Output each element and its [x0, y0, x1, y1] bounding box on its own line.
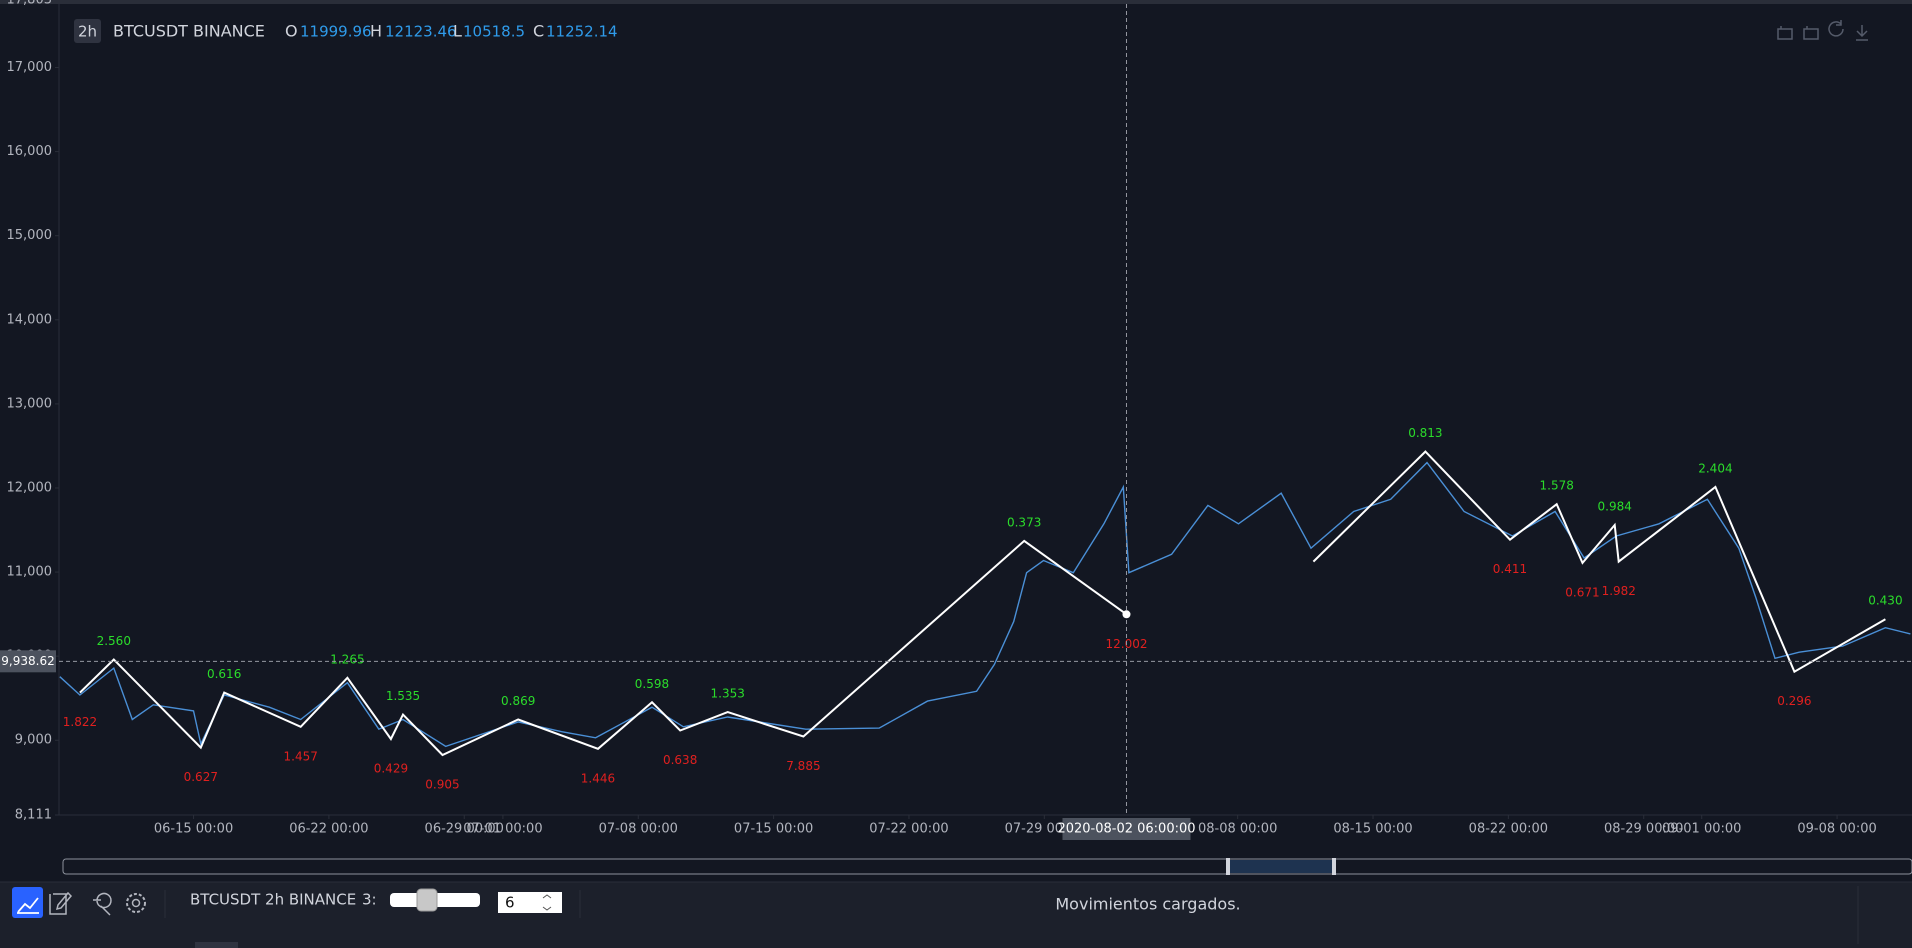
pivot-ratio: 0.616 — [207, 667, 241, 681]
x-tick-label: 08-08 00:00 — [1198, 822, 1277, 837]
ohlc-value: 11252.14 — [546, 23, 618, 41]
pivot-ratio: 1.446 — [581, 771, 615, 785]
toolbar — [0, 882, 1912, 948]
ohlc-key: O — [285, 22, 298, 41]
pivot-ratio: 1.457 — [284, 749, 318, 763]
depth-slider-thumb[interactable] — [416, 888, 438, 912]
x-tick-label: 06-15 00:00 — [154, 822, 233, 837]
x-tick-label: 07-22 00:00 — [869, 822, 948, 837]
x-tick-label: 07-15 00:00 — [734, 822, 813, 837]
scroll-handle-left[interactable] — [1226, 858, 1230, 875]
pivot-ratio: 0.373 — [1007, 515, 1041, 529]
interval-badge[interactable] — [74, 19, 101, 43]
ohlc-value: 11999.96 — [300, 23, 372, 41]
pivot-ratio: 1.982 — [1602, 584, 1636, 598]
pivot-ratio: 7.885 — [786, 759, 820, 773]
ohlc: O 11999.96H 12123.46L 10518.5 C 11252.14 — [285, 22, 618, 41]
pivot-ratio: 2.404 — [1698, 462, 1732, 476]
pivot-ratio: 0.429 — [374, 761, 408, 775]
pivot-ratio: 0.411 — [1493, 562, 1527, 576]
y-tick-label: 13,000 — [7, 396, 53, 411]
spin-arrows[interactable] — [542, 894, 552, 911]
interval: 2h — [78, 23, 97, 41]
y-tick-label: 15,000 — [7, 228, 53, 243]
pivot-ratio: 0.430 — [1868, 594, 1902, 608]
tool-settings-center — [131, 898, 141, 908]
crosshair-point — [1122, 610, 1131, 619]
icon-crop[interactable] — [1777, 26, 1793, 40]
pivot-ratio: 1.265 — [330, 652, 364, 666]
y-tick-label: 12,000 — [7, 480, 53, 495]
pivot-ratio: 0.296 — [1777, 694, 1811, 708]
crosshair-x-label: 2020-08-02 06:00:00 — [1057, 822, 1195, 837]
status: Movimientos cargados. — [1055, 895, 1240, 914]
pivot-ratio: 0.627 — [184, 770, 218, 784]
pivot-ratio: 0.671 — [1565, 585, 1599, 599]
tool-zoom[interactable] — [93, 892, 112, 916]
top-border — [0, 0, 1912, 4]
tab-stub[interactable] — [195, 942, 238, 948]
pivot-ratio: 1.535 — [386, 689, 420, 703]
toolbar-symbol: BTCUSDT 2h BINANCE — [190, 891, 356, 909]
pivot-ratio: 0.984 — [1598, 499, 1632, 513]
x-tick-label: 06-22 00:00 — [289, 822, 368, 837]
x-tick-label: 08-29 00:00 — [1604, 822, 1683, 837]
icon-refresh[interactable] — [1828, 20, 1844, 37]
depth-spinbox[interactable] — [498, 892, 562, 913]
plot — [59, 450, 1911, 757]
symbol: BTCUSDT BINANCE — [113, 22, 265, 41]
y-tick-label: 16,000 — [7, 144, 53, 159]
pivot-ratio: 1.578 — [1540, 479, 1574, 493]
x-tick-label: 09-01 00:00 — [1662, 822, 1741, 837]
x-tick-label: 08-22 00:00 — [1469, 822, 1548, 837]
x-tick-label: 06-29 00:00 — [425, 822, 504, 837]
pivot-ratio: 0.869 — [501, 694, 535, 708]
depth-value: 6 — [505, 894, 515, 912]
scroll-window[interactable] — [1228, 860, 1334, 873]
x-tick-label: 09-08 00:00 — [1797, 822, 1876, 837]
y-tick-label: 9,000 — [15, 733, 52, 748]
ohlc-key: C — [533, 22, 544, 41]
y-tick-label: 11,000 — [7, 565, 53, 580]
ohlc-key: L — [453, 22, 462, 41]
chart-tools — [1777, 20, 1868, 41]
ohlc-key: H — [370, 22, 382, 41]
scrollbar[interactable] — [62, 858, 1912, 875]
crosshair-y-label: 9,938.62 — [1, 654, 54, 668]
tool-edit[interactable] — [49, 891, 73, 915]
ohlc-value: 12123.46 — [385, 23, 457, 41]
pivot-ratio: 0.813 — [1408, 426, 1442, 440]
x-tick-label: 07-01 00:00 — [463, 822, 542, 837]
crosshair-x-box — [1062, 818, 1191, 840]
icon-download[interactable] — [1856, 25, 1868, 41]
icon-chart — [17, 897, 39, 914]
pivot-ratio: 2.560 — [97, 634, 131, 648]
pivot-ratio: 0.638 — [663, 753, 697, 767]
pivot-ratio: 0.598 — [635, 677, 669, 691]
x-tick-label: 07-08 00:00 — [599, 822, 678, 837]
y-tick-label: 8,111 — [15, 808, 52, 823]
pivot-ratio: 1.353 — [711, 687, 745, 701]
pivot-ratio: 0.905 — [425, 777, 459, 791]
tool-settings[interactable] — [126, 893, 146, 913]
x-tick-label: 08-15 00:00 — [1333, 822, 1412, 837]
pivot-ratio: 1.822 — [63, 715, 97, 729]
depth-label: 3: — [362, 891, 377, 909]
zigzag-line — [79, 450, 1886, 757]
crosshair-y-box — [0, 650, 56, 673]
y-tick-label: 17,803 — [7, 0, 53, 8]
icon-crop-alt[interactable] — [1803, 26, 1819, 40]
ohlc-value: 10518.5 — [463, 23, 525, 41]
y-tick-label: 17,000 — [7, 60, 53, 75]
scroll-handle-right[interactable] — [1332, 858, 1336, 875]
price-line — [59, 461, 1911, 748]
y-tick-label: 14,000 — [7, 312, 53, 327]
